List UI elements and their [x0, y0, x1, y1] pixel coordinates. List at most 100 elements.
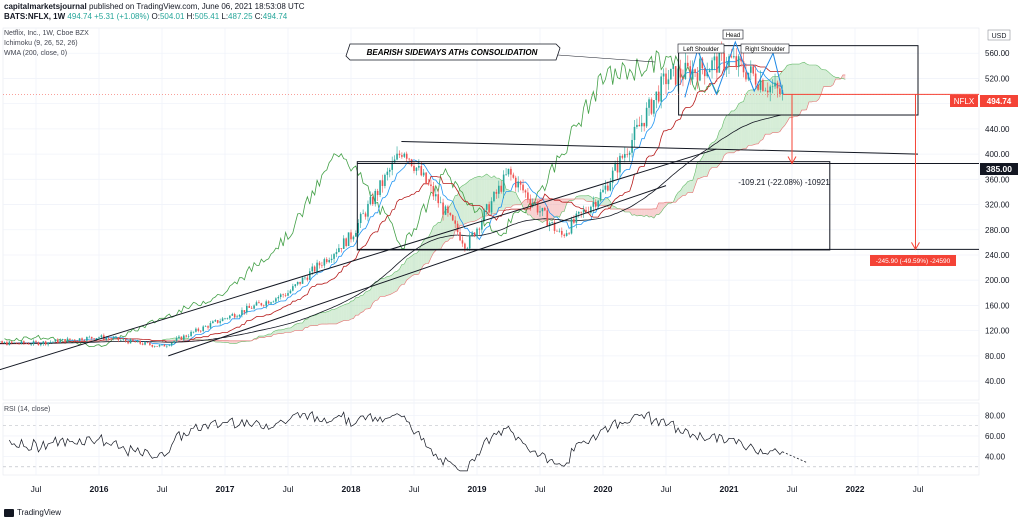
cloud-segment	[348, 301, 351, 321]
tradingview-brand[interactable]: TradingView	[4, 508, 61, 517]
cloud-segment	[707, 145, 710, 177]
currency-tag[interactable]: USD	[987, 29, 1011, 41]
cloud-segment	[697, 161, 700, 179]
cloud-segment	[363, 292, 366, 312]
cloud-segment	[641, 209, 645, 217]
candle-body	[408, 158, 410, 160]
candle-body	[563, 234, 566, 236]
candle-body	[42, 341, 45, 345]
cloud-segment	[229, 340, 233, 344]
ichimoku-cloud	[162, 62, 846, 344]
cloud-segment	[460, 185, 463, 226]
cloud-segment	[416, 250, 419, 275]
cloud-segment	[724, 115, 727, 156]
candle-body	[766, 90, 769, 93]
cloud-segment	[392, 272, 395, 294]
symbol[interactable]: BATS:NFLX, 1W	[4, 12, 66, 21]
rsi-line	[8, 411, 783, 472]
candle-body	[73, 339, 76, 341]
cloud-segment	[166, 339, 170, 341]
cloud-segment	[760, 80, 763, 141]
cloud-segment	[321, 312, 325, 325]
price-tick-label: 240.00	[985, 251, 1010, 260]
cloud-segment	[663, 202, 666, 209]
cloud-segment	[283, 328, 286, 334]
cloud-segment	[586, 195, 589, 202]
candle-body	[636, 124, 638, 127]
cloud-segment	[772, 76, 776, 133]
cloud-segment	[549, 199, 553, 221]
candle-body	[393, 159, 396, 163]
rsi-axis[interactable]: 80.00 60.00 40.00	[985, 411, 1006, 461]
measure-label-2: -245.90 (-49.59%) -24590	[870, 255, 956, 266]
candle-body	[352, 236, 355, 240]
cloud-segment	[394, 271, 398, 293]
candle-body	[81, 338, 83, 341]
candle-body	[282, 294, 284, 296]
head-label: Head	[726, 33, 740, 39]
candle-body	[248, 305, 251, 308]
bearish-callout[interactable]: BEARISH SIDEWAYS ATHs CONSOLIDATION	[345, 43, 656, 63]
candle-body	[321, 265, 323, 266]
candle-body	[432, 186, 435, 197]
candle-body	[684, 62, 687, 79]
candle-body	[357, 223, 360, 234]
cloud-segment	[685, 181, 688, 196]
price-axis[interactable]: 560.00520.00480.00440.00400.00360.00320.…	[985, 49, 1010, 386]
cloud-segment	[423, 237, 427, 265]
candle-body	[187, 336, 190, 337]
time-tick-label: Jul	[283, 484, 294, 494]
candle-body	[30, 344, 32, 345]
candle-body	[6, 342, 8, 346]
candle-body	[359, 213, 362, 224]
cloud-segment	[765, 80, 768, 135]
candle-body	[173, 340, 175, 343]
cloud-segment	[467, 180, 470, 223]
cloud-segment	[341, 305, 344, 322]
candle-body	[701, 58, 704, 69]
candle-body	[427, 183, 430, 185]
candle-body	[231, 314, 234, 316]
cloud-segment	[787, 64, 790, 122]
candle-body	[367, 203, 369, 217]
candle-body	[716, 56, 718, 73]
right-shoulder-box: Right Shoulder	[740, 43, 790, 54]
candle-body	[609, 182, 612, 191]
price-tick-label: 400.00	[985, 150, 1010, 159]
cloud-segment	[542, 199, 545, 223]
candle-body	[224, 318, 226, 319]
cloud-segment	[682, 184, 686, 196]
candle-body	[577, 211, 580, 214]
author[interactable]: capitalmarketsjournal	[4, 2, 87, 11]
candle-body	[136, 340, 139, 343]
cloud-segment	[513, 191, 516, 206]
candlesticks	[0, 41, 784, 349]
candle-body	[524, 190, 527, 193]
wma-legend[interactable]: WMA (200, close, 0)	[4, 50, 68, 57]
cloud-segment	[380, 278, 383, 297]
cloud-segment	[639, 209, 642, 216]
cloud-segment	[399, 264, 402, 287]
cloud-segment	[406, 257, 410, 281]
cloud-segment	[411, 254, 414, 277]
candle-body	[553, 222, 556, 231]
cloud-segment	[678, 190, 681, 200]
time-axis[interactable]: Jul 2016 Jul 2017 Jul 2018 Jul 2019 Jul 2020 Jul 20…	[31, 484, 924, 494]
cloud-segment	[469, 179, 473, 222]
candle-body	[447, 206, 449, 213]
cloud-segment	[719, 128, 722, 165]
candle-body	[330, 258, 333, 261]
rsi-legend[interactable]: RSI (14, close)	[4, 406, 51, 413]
candle-body	[655, 91, 658, 101]
candle-body	[725, 66, 728, 70]
candle-body	[674, 66, 677, 85]
candle-body	[88, 336, 91, 338]
cloud-segment	[636, 209, 640, 216]
cloud-segment	[438, 222, 441, 250]
candle-body	[345, 238, 347, 247]
candle-body	[178, 336, 180, 339]
ichimoku-legend[interactable]: Ichimoku (9, 26, 52, 26)	[4, 40, 78, 47]
cloud-segment	[828, 71, 831, 87]
candle-body	[20, 341, 23, 344]
